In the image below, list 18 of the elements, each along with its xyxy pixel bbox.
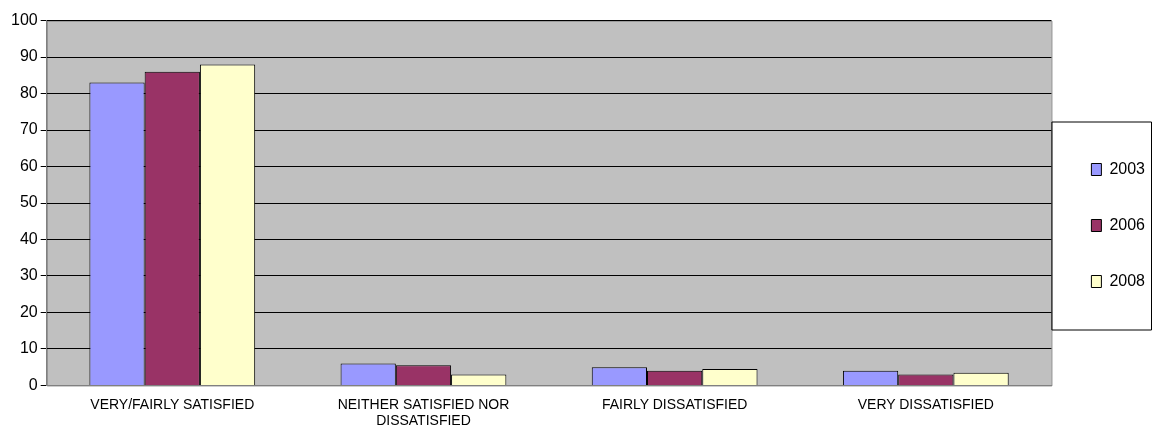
legend-label: 2008: [1109, 271, 1146, 289]
y-tick-label: 100: [10, 11, 38, 29]
y-tick-label: 60: [19, 156, 38, 174]
y-tick-label: 80: [19, 83, 38, 101]
x-tick-label: NEITHER SATISFIED NOR DISSATISFIED: [337, 395, 510, 429]
x-tick-label: FAIRLY DISSATISFIED: [601, 395, 748, 412]
y-tick-label: 40: [19, 229, 38, 247]
x-tick-label: VERY/FAIRLY SATISFIED: [90, 395, 255, 412]
y-tick-label: 30: [19, 266, 38, 284]
y-tick-label: 20: [19, 302, 38, 320]
x-tick-label: VERY DISSATISFIED: [857, 395, 994, 412]
y-tick-label: 90: [19, 47, 38, 65]
legend-label: 2003: [1109, 159, 1146, 177]
legend-label: 2006: [1109, 215, 1146, 233]
y-tick-label: 50: [19, 193, 38, 211]
y-tick-label: 70: [19, 120, 38, 138]
y-tick-label: 0: [28, 375, 38, 393]
y-tick-label: 10: [19, 339, 38, 357]
